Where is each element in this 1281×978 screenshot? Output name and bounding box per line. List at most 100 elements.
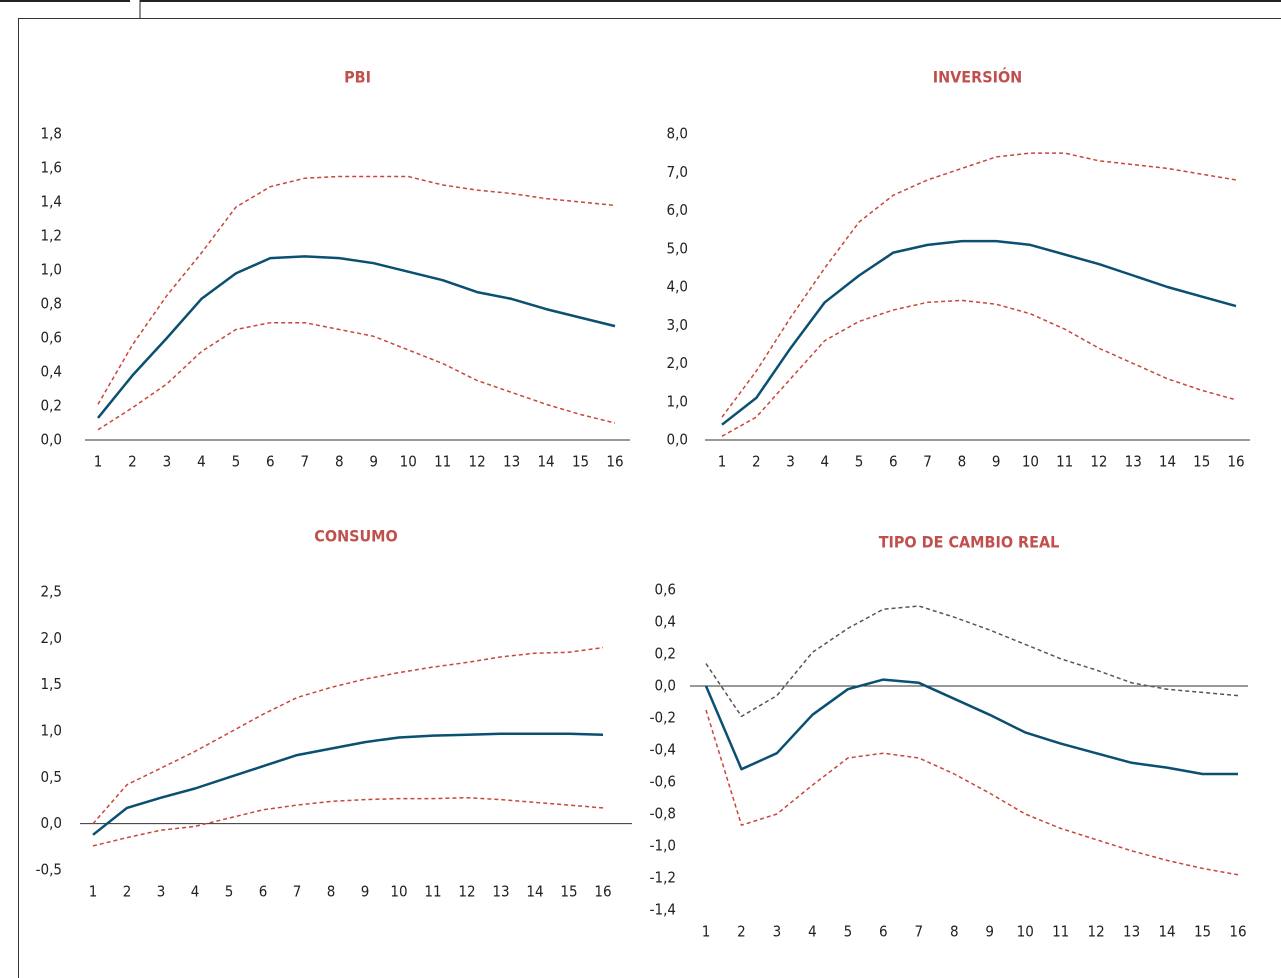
x-tick-label: 15: [1193, 453, 1210, 471]
x-tick-label: 13: [503, 453, 520, 471]
x-tick-label: 12: [1090, 453, 1107, 471]
x-tick-label: 2: [737, 923, 746, 941]
series-line: [97, 255, 616, 419]
y-tick-label: 1,6: [41, 159, 62, 177]
y-tick-label: 8,0: [667, 125, 688, 143]
x-tick-label: 16: [606, 453, 623, 471]
x-tick-label: 2: [752, 453, 761, 471]
y-tick-label: 1,0: [41, 722, 62, 740]
y-tick-label: -1,4: [650, 901, 676, 919]
band-line: [705, 605, 1239, 718]
band-line: [97, 175, 616, 405]
x-tick-label: 13: [1123, 923, 1140, 941]
y-tick-label: 6,0: [667, 201, 688, 219]
x-tick-label: 4: [197, 453, 206, 471]
y-tick-label: 0,4: [41, 363, 62, 381]
x-tick-label: 11: [1056, 453, 1073, 471]
y-tick-label: 1,8: [41, 125, 62, 143]
x-tick-label: 14: [526, 883, 543, 901]
y-tick-label: 0,8: [41, 295, 62, 313]
y-tick-label: 5,0: [667, 239, 688, 257]
y-tick-label: 0,0: [655, 677, 676, 695]
x-tick-label: 12: [458, 883, 475, 901]
series-line: [92, 732, 604, 836]
x-tick-label: 10: [1022, 453, 1039, 471]
series-line: [721, 239, 1237, 426]
x-tick-label: 10: [390, 883, 407, 901]
x-tick-label: 14: [1158, 923, 1175, 941]
y-tick-label: 0,4: [655, 613, 676, 631]
series-line: [704, 678, 1238, 776]
x-tick-label: 1: [89, 883, 98, 901]
x-tick-label: 15: [1194, 923, 1211, 941]
x-tick-label: 11: [1052, 923, 1069, 941]
band-line: [721, 299, 1237, 437]
x-tick-label: 3: [157, 883, 166, 901]
x-tick-label: 9: [369, 453, 378, 471]
x-tick-label: 7: [923, 453, 932, 471]
x-tick-label: 15: [560, 883, 577, 901]
x-tick-label: 4: [821, 453, 830, 471]
y-tick-label: -0,5: [36, 861, 62, 879]
x-tick-label: 4: [808, 923, 817, 941]
y-tick-label: 1,0: [667, 392, 688, 410]
x-tick-label: 4: [191, 883, 200, 901]
y-tick-label: 0,2: [655, 645, 676, 663]
x-tick-label: 1: [718, 453, 727, 471]
x-tick-label: 3: [786, 453, 795, 471]
x-tick-label: 5: [232, 453, 241, 471]
x-tick-label: 5: [225, 883, 234, 901]
x-tick-label: 3: [773, 923, 782, 941]
y-tick-label: 7,0: [667, 163, 688, 181]
x-tick-label: 3: [163, 453, 172, 471]
y-tick-label: 0,6: [41, 329, 62, 347]
x-tick-label: 13: [1125, 453, 1142, 471]
x-tick-label: 10: [1017, 923, 1034, 941]
y-tick-label: 0,6: [655, 581, 676, 599]
x-tick-label: 15: [572, 453, 589, 471]
y-tick-label: -1,2: [650, 869, 676, 887]
x-tick-label: 8: [950, 923, 959, 941]
y-tick-label: 0,0: [41, 431, 62, 449]
x-tick-label: 10: [400, 453, 417, 471]
chart-title: INVERSIÓN: [933, 68, 1022, 87]
band-line: [92, 646, 604, 825]
y-tick-label: 1,2: [41, 227, 62, 245]
x-tick-label: 1: [94, 453, 103, 471]
chart-title: CONSUMO: [314, 527, 397, 546]
x-tick-label: 16: [1227, 453, 1244, 471]
x-tick-label: 2: [123, 883, 132, 901]
x-tick-label: 6: [889, 453, 898, 471]
x-tick-label: 6: [259, 883, 268, 901]
x-tick-label: 12: [1088, 923, 1105, 941]
band-line: [705, 709, 1239, 876]
x-tick-label: 5: [855, 453, 864, 471]
x-tick-label: 14: [1159, 453, 1176, 471]
chart-title: TIPO DE CAMBIO REAL: [879, 533, 1060, 552]
y-tick-label: -1,0: [650, 837, 676, 855]
y-tick-label: 0,0: [41, 814, 62, 832]
y-tick-label: 3,0: [667, 316, 688, 334]
x-tick-label: 1: [702, 923, 711, 941]
x-tick-label: 12: [469, 453, 486, 471]
x-tick-label: 8: [327, 883, 336, 901]
y-tick-label: -0,4: [650, 741, 676, 759]
chart-title: PBI: [344, 68, 371, 87]
y-tick-label: 2,5: [41, 583, 62, 601]
x-tick-label: 8: [335, 453, 344, 471]
x-tick-label: 7: [915, 923, 924, 941]
x-tick-label: 9: [985, 923, 994, 941]
band-line: [721, 152, 1237, 418]
x-tick-label: 7: [301, 453, 310, 471]
y-tick-label: 0,5: [41, 768, 62, 786]
x-tick-label: 14: [537, 453, 554, 471]
x-tick-label: 6: [879, 923, 888, 941]
x-tick-label: 9: [361, 883, 370, 901]
y-tick-label: 0,2: [41, 397, 62, 415]
band-line: [92, 796, 604, 847]
x-tick-label: 9: [992, 453, 1001, 471]
x-tick-label: 11: [434, 453, 451, 471]
band-line: [97, 321, 616, 431]
